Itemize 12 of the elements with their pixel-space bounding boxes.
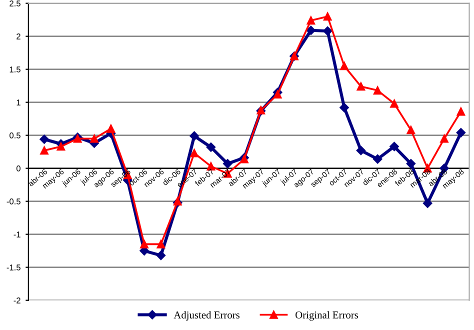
legend-label: Original Errors xyxy=(296,311,358,321)
y-tick-label: 1.5 xyxy=(10,66,20,72)
legend-label: Adjusted Errors xyxy=(174,311,240,321)
y-tick-label: -0.5 xyxy=(6,198,20,204)
y-tick-label: -2 xyxy=(14,298,20,304)
y-tick-label: 2.5 xyxy=(10,0,20,6)
y-tick-label: 1 xyxy=(16,100,20,106)
y-tick-label: 0 xyxy=(16,166,20,172)
y-tick-label: 2 xyxy=(16,34,20,40)
y-tick-label: 0.5 xyxy=(10,132,20,138)
y-tick-label: -1 xyxy=(14,232,20,238)
y-tick-label: -1.5 xyxy=(6,264,20,270)
